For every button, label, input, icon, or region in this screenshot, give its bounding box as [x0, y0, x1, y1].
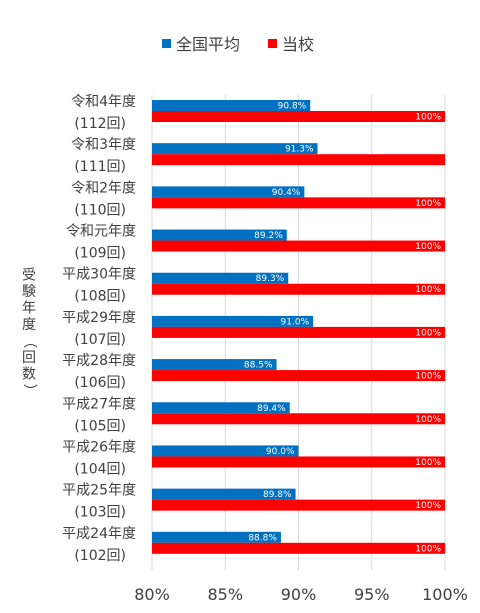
y-axis-label-char-3: 度 — [22, 317, 36, 333]
data-label-0-7: 89.4% — [257, 404, 286, 414]
bar-1-4 — [152, 283, 445, 295]
bar-1-3 — [152, 240, 445, 252]
data-label-0-6: 88.5% — [244, 361, 273, 371]
y-axis-label-char-5: 回 — [22, 350, 36, 366]
legend-swatch-1 — [268, 39, 277, 48]
category-sublabel-5: (107回) — [74, 332, 126, 348]
bar-1-1 — [152, 154, 445, 166]
category-sublabel-0: (112回) — [74, 116, 126, 132]
data-label-1-8: 100% — [415, 458, 441, 468]
bar-0-2 — [152, 186, 305, 198]
category-label-3: 令和元年度 — [66, 224, 136, 240]
data-label-0-2: 90.4% — [272, 188, 301, 198]
category-label-2: 令和2年度 — [71, 180, 136, 196]
y-axis-label-char-6: 数 — [22, 366, 36, 382]
x-tick-labels: 80% 85% 90% 95% 100% — [134, 585, 468, 604]
data-label-1-5: 100% — [415, 328, 441, 338]
legend-swatch-0 — [162, 39, 171, 48]
data-label-0-10: 88.8% — [248, 533, 277, 543]
data-label-1-6: 100% — [415, 372, 441, 382]
bar-1-9 — [152, 499, 445, 511]
data-label-0-1: 91.3% — [285, 145, 314, 155]
bar-0-5 — [152, 315, 314, 327]
category-label-4: 平成30年度 — [62, 267, 136, 283]
bar-0-7 — [152, 402, 290, 414]
data-label-1-0: 100% — [415, 113, 441, 123]
category-sublabel-10: (102回) — [74, 548, 126, 564]
y-axis-label-char-0: 受 — [22, 267, 36, 283]
category-label-6: 平成28年度 — [62, 353, 136, 369]
y-axis-label-char-1: 験 — [22, 284, 36, 300]
bar-1-6 — [152, 370, 445, 382]
category-sublabel-6: (106回) — [74, 375, 126, 391]
legend: 全国平均 当校 — [162, 35, 314, 54]
bar-1-7 — [152, 413, 445, 425]
y-axis-label-char-7: ） — [21, 384, 37, 398]
category-sublabel-7: (105回) — [74, 418, 126, 434]
y-axis-label-char-4: （ — [21, 334, 37, 348]
category-label-9: 平成25年度 — [62, 483, 136, 499]
data-label-0-8: 90.0% — [266, 447, 295, 457]
category-label-7: 平成27年度 — [62, 396, 136, 412]
x-tick-0: 80% — [134, 585, 170, 604]
data-label-0-4: 89.3% — [256, 274, 285, 284]
data-label-1-2: 100% — [415, 199, 441, 209]
category-sublabel-9: (103回) — [74, 505, 126, 521]
data-label-1-3: 100% — [415, 242, 441, 252]
y-axis-label-char-2: 年 — [22, 300, 36, 316]
bar-0-3 — [152, 229, 287, 241]
category-sublabel-3: (109回) — [74, 246, 126, 262]
bar-0-8 — [152, 445, 299, 457]
category-label-5: 平成29年度 — [62, 310, 136, 326]
data-label-1-7: 100% — [415, 415, 441, 425]
category-sublabel-8: (104回) — [74, 461, 126, 477]
bar-1-2 — [152, 197, 445, 209]
x-tick-2: 90% — [281, 585, 317, 604]
category-label-8: 平成26年度 — [62, 439, 136, 455]
bar-1-5 — [152, 326, 445, 338]
category-label-0: 令和4年度 — [71, 94, 136, 110]
category-labels: 令和4年度 (112回) 令和3年度 (111回) 令和2年度 (110回) 令和元年度 (1… — [62, 94, 136, 564]
category-label-1: 令和3年度 — [71, 137, 136, 153]
legend-label-1: 当校 — [282, 35, 314, 54]
x-tick-1: 85% — [207, 585, 243, 604]
category-label-10: 平成24年度 — [62, 526, 136, 542]
data-label-1-9: 100% — [415, 501, 441, 511]
data-label-0-0: 90.8% — [278, 102, 307, 112]
bar-0-10 — [152, 531, 281, 543]
data-label-0-5: 91.0% — [281, 317, 310, 327]
bar-0-4 — [152, 272, 289, 284]
x-tick-3: 95% — [354, 585, 390, 604]
bar-0-6 — [152, 359, 277, 371]
bar-0-0 — [152, 100, 311, 111]
bar-1-0 — [152, 111, 445, 122]
bar-1-10 — [152, 542, 445, 554]
x-tick-4: 100% — [422, 585, 468, 604]
bars: 90.8% 100% 91.3% 90.4% 100% 89.2% 100% 89.3% 100… — [152, 100, 445, 554]
category-sublabel-1: (111回) — [74, 159, 126, 175]
bar-1-8 — [152, 456, 445, 468]
bar-0-9 — [152, 488, 296, 500]
data-label-0-3: 89.2% — [254, 231, 283, 241]
data-label-1-10: 100% — [415, 544, 441, 554]
data-label-0-9: 89.8% — [263, 490, 292, 500]
category-sublabel-4: (108回) — [74, 289, 126, 305]
bar-0-1 — [152, 143, 318, 155]
legend-label-0: 全国平均 — [176, 35, 240, 54]
category-sublabel-2: (110回) — [74, 202, 126, 218]
data-label-1-4: 100% — [415, 285, 441, 295]
